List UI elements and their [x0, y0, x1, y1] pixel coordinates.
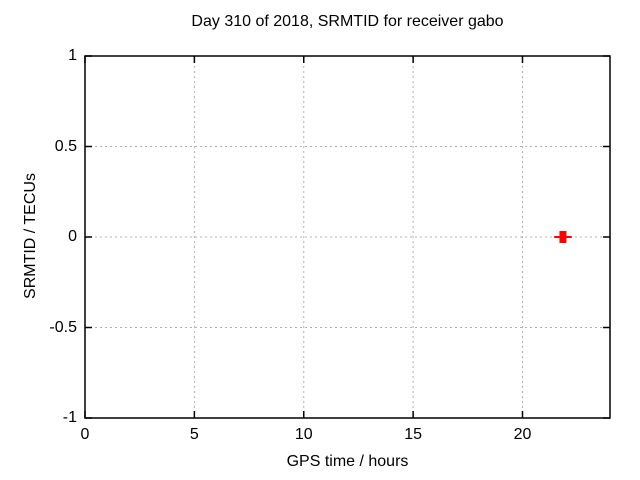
x-tick-label: 15 — [404, 426, 423, 443]
x-tick-label: 20 — [513, 426, 532, 443]
data-point-marker — [559, 231, 567, 243]
y-tick-label: -0.5 — [49, 318, 77, 336]
x-tick-label: 5 — [189, 426, 199, 443]
y-tick-label: 0.5 — [54, 137, 77, 155]
x-tick-label: 10 — [294, 426, 313, 443]
y-tick-label: 0 — [68, 228, 77, 245]
chart-title: Day 310 of 2018, SRMTID for receiver gab… — [191, 13, 504, 30]
x-tick-label: 0 — [80, 426, 90, 443]
y-tick-label: 1 — [68, 47, 77, 64]
y-tick-label: -1 — [62, 409, 77, 426]
x-axis-title: GPS time / hours — [286, 453, 409, 470]
